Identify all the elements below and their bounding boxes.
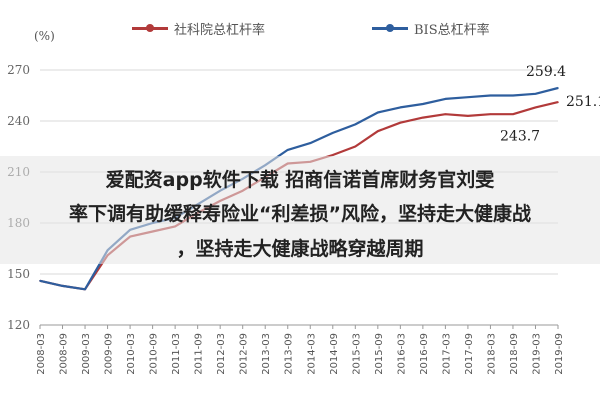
x-tick-label-2017-09: 2017-09 — [464, 333, 475, 375]
legend-swatch-bis — [372, 23, 408, 32]
data-point-cass-2018-09 — [512, 113, 514, 115]
x-tick-label-2009-03: 2009-03 — [81, 333, 92, 375]
legend-swatch-cass — [132, 23, 168, 32]
y-tick-label-150: 150 — [7, 267, 30, 281]
x-tick-label-2014-09: 2014-09 — [329, 333, 340, 375]
x-tick-label-2018-09: 2018-09 — [509, 333, 520, 375]
legend-label-cass: 社科院总杠杆率 — [174, 22, 266, 38]
x-tick-label-2012-03: 2012-03 — [216, 333, 227, 375]
data-point-bis-2015-03 — [354, 123, 357, 126]
data-point-bis-2017-09 — [467, 96, 469, 98]
x-tick-label-2019-09: 2019-09 — [554, 333, 565, 375]
data-point-cass-2019-03 — [534, 106, 537, 109]
x-tick-label-2016-09: 2016-09 — [419, 333, 430, 375]
data-point-bis-2019-03 — [534, 93, 537, 95]
x-tick-label-2016-03: 2016-03 — [396, 333, 407, 375]
data-point-cass-2015-09 — [377, 130, 379, 132]
annotation-cass-mark: 243.7 — [500, 129, 540, 145]
data-point-cass-2016-03 — [399, 121, 402, 124]
caption-line-1: 爱配资app软件下载 招商信诺首席财务官刘雯 — [105, 169, 495, 191]
legend-item-cass: 社科院总杠杆率 — [132, 18, 265, 38]
x-tick-label-2008-09: 2008-09 — [59, 333, 70, 375]
annotation-bis-last: 259.4 — [526, 64, 566, 80]
data-point-bis-2014-09 — [331, 132, 334, 134]
data-point-bis-2016-09 — [422, 103, 424, 105]
x-tick-label-2017-03: 2017-03 — [441, 333, 452, 375]
data-point-bis-2008-03 — [39, 280, 41, 282]
x-tick-label-2011-03: 2011-03 — [171, 333, 182, 375]
x-tick-label-2013-09: 2013-09 — [284, 333, 295, 375]
data-point-bis-2017-03 — [444, 98, 447, 100]
caption-overlay-band — [0, 156, 600, 264]
data-point-cass-2015-03 — [354, 145, 357, 148]
legend-label-bis: BIS总杠杆率 — [414, 22, 490, 38]
data-point-cass-2014-09 — [331, 154, 334, 156]
data-point-bis-2013-09 — [286, 149, 289, 151]
data-point-cass-2018-03 — [489, 113, 492, 115]
data-point-bis-2015-09 — [377, 111, 379, 114]
x-tick-label-2013-03: 2013-03 — [261, 333, 272, 375]
x-tick-label-2014-03: 2014-03 — [306, 333, 317, 375]
x-tick-label-2008-03: 2008-03 — [36, 333, 47, 375]
x-tick-label-2015-03: 2015-03 — [351, 333, 362, 375]
x-tick-label-2019-03: 2019-03 — [531, 333, 542, 375]
x-tick-label-2015-09: 2015-09 — [374, 333, 385, 375]
x-tick-label-2011-09: 2011-09 — [194, 333, 205, 375]
legend-item-bis: BIS总杠杆率 — [372, 18, 490, 38]
data-point-cass-2016-09 — [422, 116, 424, 119]
caption-line-3: ，坚持走大健康战略穿越周期 — [176, 238, 424, 260]
x-tick-label-2010-09: 2010-09 — [149, 333, 160, 375]
data-point-cass-2019-09 — [557, 101, 559, 103]
annotation-cass-last: 251.1 — [566, 94, 600, 110]
data-point-cass-2017-09 — [467, 115, 469, 117]
x-tick-label-2012-09: 2012-09 — [239, 333, 250, 375]
caption-line-2: 率下调有助缓释寿险业“利差损”风险，坚持走大健康战 — [69, 203, 531, 225]
data-point-bis-2018-09 — [512, 94, 514, 97]
y-unit-label: (%) — [34, 29, 55, 43]
x-tick-label-2009-09: 2009-09 — [104, 333, 115, 375]
y-tick-label-270: 270 — [7, 63, 30, 77]
y-tick-label-120: 120 — [7, 318, 30, 332]
data-point-cass-2017-03 — [444, 113, 447, 115]
data-point-bis-2008-09 — [61, 285, 64, 287]
x-tick-label-2010-03: 2010-03 — [126, 333, 137, 375]
data-point-bis-2009-03 — [84, 288, 86, 291]
y-tick-label-240: 240 — [7, 114, 30, 128]
data-point-bis-2016-03 — [399, 106, 402, 109]
data-point-bis-2018-03 — [489, 94, 492, 97]
data-point-bis-2019-09 — [557, 87, 559, 89]
x-tick-label-2018-03: 2018-03 — [486, 333, 497, 375]
data-point-bis-2014-03 — [309, 142, 312, 144]
